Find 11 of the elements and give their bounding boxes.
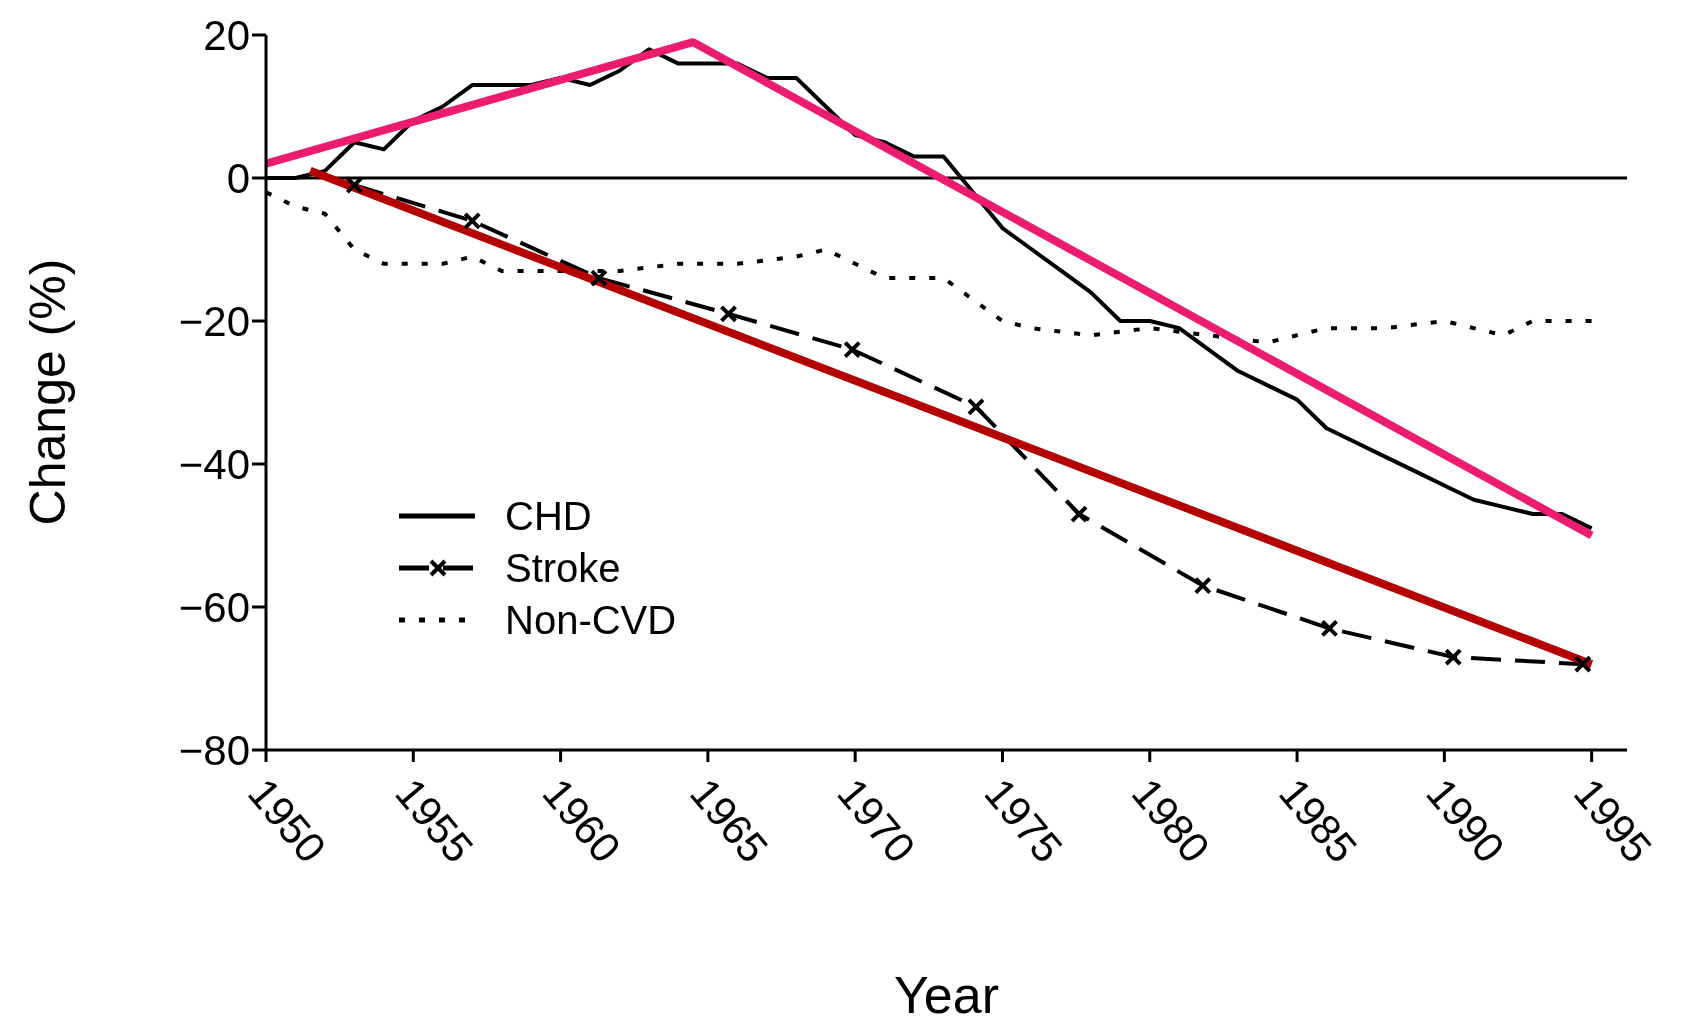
y-tick-label: 0 <box>226 154 250 202</box>
y-tick-label: −80 <box>178 726 250 774</box>
y-tick-label: −60 <box>178 583 250 631</box>
y-axis-title: Change (%) <box>20 258 76 526</box>
x-axis-title: Year <box>893 966 1000 1023</box>
legend-label: Stroke <box>505 545 621 591</box>
legend-label: CHD <box>505 493 592 539</box>
y-tick-label: −40 <box>178 440 250 488</box>
legend-label: Non-CVD <box>505 597 677 643</box>
y-tick-label: 20 <box>203 11 250 59</box>
y-tick-label: −20 <box>178 297 250 345</box>
